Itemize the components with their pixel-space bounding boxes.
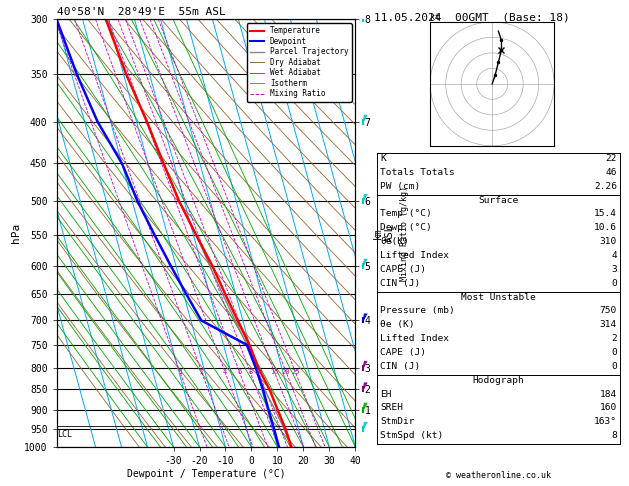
Text: Lifted Index: Lifted Index: [380, 251, 449, 260]
Text: CIN (J): CIN (J): [380, 362, 420, 371]
Text: 22: 22: [606, 154, 617, 163]
Text: 10: 10: [254, 369, 263, 375]
Text: 314: 314: [600, 320, 617, 330]
Text: 4: 4: [223, 369, 227, 375]
Text: 8: 8: [611, 431, 617, 440]
Text: CIN (J): CIN (J): [380, 278, 420, 288]
Text: 11.05.2024  00GMT  (Base: 18): 11.05.2024 00GMT (Base: 18): [374, 12, 570, 22]
Text: 4: 4: [611, 251, 617, 260]
Legend: Temperature, Dewpoint, Parcel Trajectory, Dry Adiabat, Wet Adiabat, Isotherm, Mi: Temperature, Dewpoint, Parcel Trajectory…: [247, 23, 352, 102]
Text: θe (K): θe (K): [380, 320, 415, 330]
Text: © weatheronline.co.uk: © weatheronline.co.uk: [446, 471, 551, 480]
Text: 6: 6: [237, 369, 242, 375]
Text: 3: 3: [611, 265, 617, 274]
Text: 0: 0: [611, 348, 617, 357]
Text: 25: 25: [291, 369, 299, 375]
Text: 163°: 163°: [594, 417, 617, 426]
Text: CAPE (J): CAPE (J): [380, 348, 426, 357]
Text: 15.4: 15.4: [594, 209, 617, 219]
Y-axis label: hPa: hPa: [11, 223, 21, 243]
Text: 40°58'N  28°49'E  55m ASL: 40°58'N 28°49'E 55m ASL: [57, 7, 225, 17]
Text: Mixing Ratio (g/kg): Mixing Ratio (g/kg): [400, 186, 409, 281]
Text: LCL: LCL: [57, 430, 72, 439]
Text: 2: 2: [611, 334, 617, 343]
Text: 0: 0: [611, 362, 617, 371]
Text: EH: EH: [380, 390, 391, 399]
Text: Temp (°C): Temp (°C): [380, 209, 431, 219]
Text: 8: 8: [248, 369, 252, 375]
Text: K: K: [380, 154, 386, 163]
Y-axis label: km
ASL: km ASL: [373, 225, 394, 242]
Text: kt: kt: [430, 13, 440, 22]
Text: Lifted Index: Lifted Index: [380, 334, 449, 343]
Text: 310: 310: [600, 237, 617, 246]
Text: Surface: Surface: [479, 195, 518, 205]
Text: StmSpd (kt): StmSpd (kt): [380, 431, 443, 440]
Text: 160: 160: [600, 403, 617, 413]
Text: 15: 15: [270, 369, 279, 375]
Text: CAPE (J): CAPE (J): [380, 265, 426, 274]
Text: 2.26: 2.26: [594, 182, 617, 191]
Text: 750: 750: [600, 306, 617, 315]
Text: 20: 20: [282, 369, 291, 375]
Text: Most Unstable: Most Unstable: [461, 293, 536, 302]
Text: 0: 0: [611, 278, 617, 288]
Text: 184: 184: [600, 390, 617, 399]
Text: StmDir: StmDir: [380, 417, 415, 426]
Text: Pressure (mb): Pressure (mb): [380, 306, 455, 315]
Text: 46: 46: [606, 168, 617, 177]
Text: Totals Totals: Totals Totals: [380, 168, 455, 177]
Text: Dewp (°C): Dewp (°C): [380, 223, 431, 232]
Text: 1: 1: [178, 369, 182, 375]
Text: 2: 2: [199, 369, 204, 375]
Text: 10.6: 10.6: [594, 223, 617, 232]
X-axis label: Dewpoint / Temperature (°C): Dewpoint / Temperature (°C): [126, 469, 286, 479]
Text: θe(K): θe(K): [380, 237, 409, 246]
Text: PW (cm): PW (cm): [380, 182, 420, 191]
Text: Hodograph: Hodograph: [472, 376, 525, 385]
Text: SREH: SREH: [380, 403, 403, 413]
